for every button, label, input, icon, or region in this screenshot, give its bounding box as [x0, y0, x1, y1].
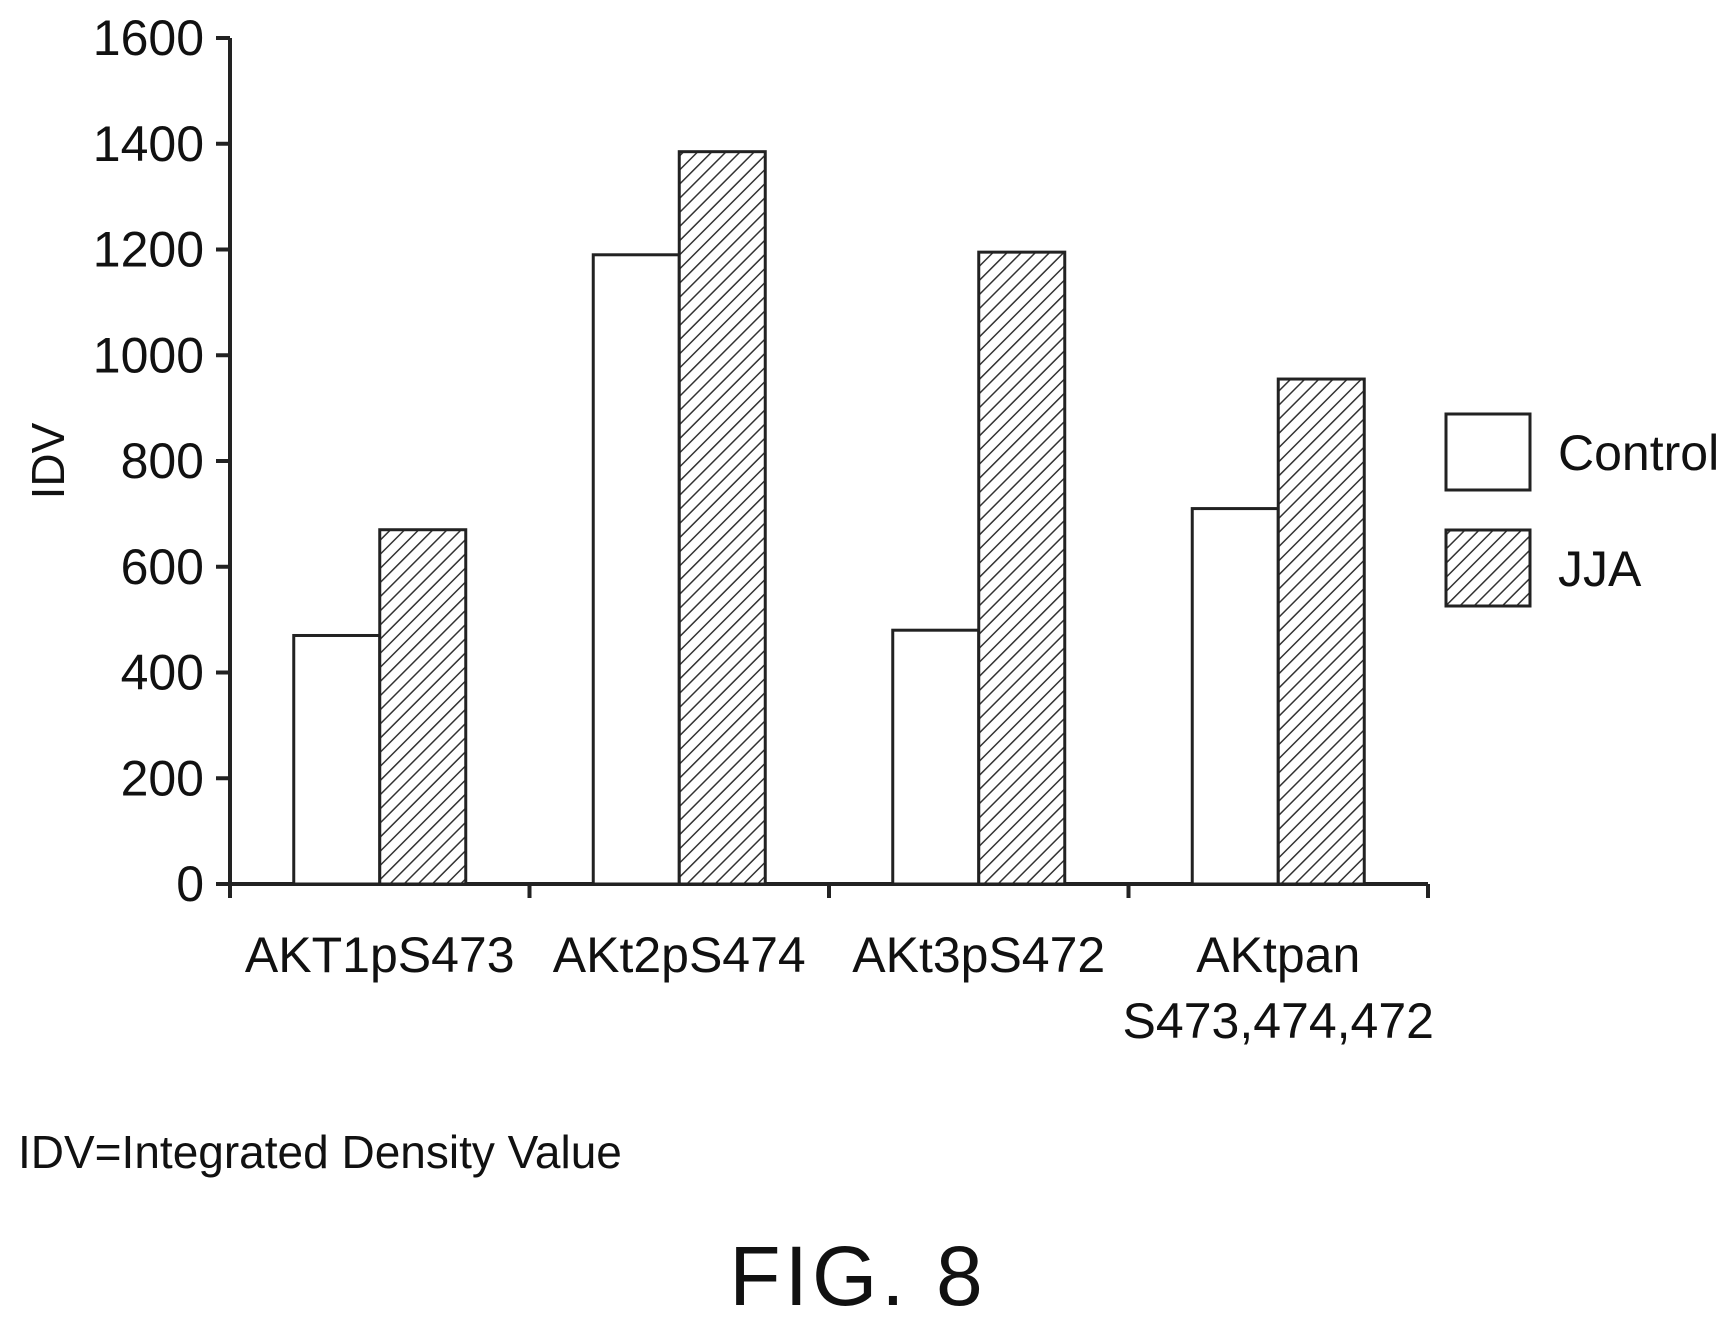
y-tick-label: 400	[121, 645, 204, 701]
legend: Control JJA	[1444, 412, 1716, 608]
bar-jja	[1276, 377, 1366, 886]
y-tick-label: 1000	[93, 327, 204, 383]
bar-jja	[378, 528, 468, 886]
bars	[292, 150, 1366, 886]
y-tick-label: 1600	[93, 10, 204, 66]
y-tick-label: 1200	[93, 222, 204, 278]
bar-control	[1190, 507, 1280, 886]
x-tick-label: AKT1pS473	[245, 927, 515, 983]
bar-control	[591, 253, 681, 886]
footnote: IDV=Integrated Density Value	[18, 1126, 622, 1178]
x-tick-label: S473,474,472	[1123, 993, 1434, 1049]
y-tick-label: 200	[121, 750, 204, 806]
bar-jja	[677, 150, 767, 886]
bar-control	[292, 633, 382, 886]
legend-label-control: Control	[1558, 425, 1716, 481]
x-tick-label: AKt3pS472	[852, 927, 1105, 983]
legend-swatch-control	[1444, 412, 1532, 492]
bar-jja	[977, 250, 1067, 886]
axes: 0 200 400 600 800 1000 1200 1400 1600 IDV AKT1pS47…	[22, 10, 1434, 1049]
y-tick-label: 800	[121, 433, 204, 489]
y-tick-label: 0	[176, 856, 204, 912]
x-tick-label: AKtpan	[1196, 927, 1360, 983]
figure-label: FIG. 8	[729, 1229, 987, 1323]
legend-swatch-jja	[1444, 528, 1532, 608]
y-tick-label: 600	[121, 539, 204, 595]
bar-control	[891, 628, 981, 886]
y-axis-label: IDV	[22, 422, 74, 499]
y-tick-label: 1400	[93, 116, 204, 172]
x-tick-label: AKt2pS474	[553, 927, 806, 983]
legend-label-jja: JJA	[1558, 541, 1642, 597]
